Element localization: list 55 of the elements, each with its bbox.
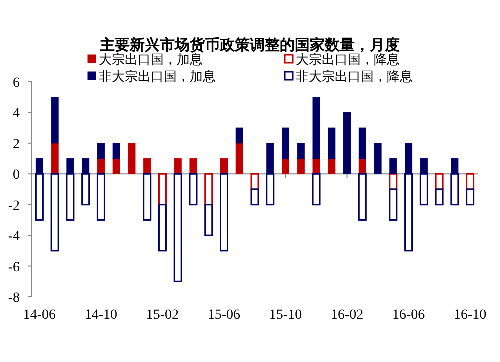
bar	[174, 173, 182, 282]
x-tick-label: 16-02	[330, 308, 364, 323]
bar	[297, 143, 305, 160]
bar	[358, 128, 366, 160]
y-tick-label: 2	[13, 137, 20, 152]
x-tick-label: 15-06	[208, 308, 241, 323]
bar	[328, 158, 336, 174]
bar	[236, 143, 244, 174]
y-tick-label: -4	[8, 230, 20, 245]
chart-title: 主要新兴市场货币政策调整的国家数量，月度	[99, 36, 400, 54]
bar	[112, 158, 120, 174]
bar	[189, 173, 198, 206]
bar	[174, 158, 182, 174]
bar	[50, 173, 60, 252]
bar	[51, 143, 59, 174]
bar	[220, 173, 228, 252]
bar	[51, 97, 59, 144]
bar	[236, 128, 244, 144]
bar	[297, 158, 305, 174]
x-tick-label: 14-10	[84, 308, 118, 323]
x-tick-label: 14-06	[23, 308, 56, 323]
y-tick-label: -2	[8, 198, 20, 214]
y-tick-label: -6	[8, 260, 20, 276]
bar	[220, 158, 228, 174]
x-tick-label: 15-10	[269, 308, 302, 323]
bar	[96, 173, 106, 221]
bar	[112, 143, 120, 160]
bar	[358, 173, 367, 221]
legend-label: 大宗出口国，降息	[296, 52, 400, 67]
bar	[312, 158, 320, 174]
bar	[344, 112, 352, 174]
legend-label: 大宗出口国，加息	[99, 52, 203, 67]
bar	[97, 158, 105, 174]
bar	[390, 158, 398, 174]
bar	[128, 143, 136, 174]
y-tick-label: 4	[13, 106, 20, 122]
x-tick-label: 15-02	[146, 308, 180, 323]
y-tick-label: -8	[8, 291, 20, 306]
bar	[358, 158, 366, 174]
bar	[144, 158, 152, 174]
bar	[328, 128, 336, 160]
bar	[282, 158, 290, 174]
legend-label: 非大宗出口国，降息	[296, 69, 413, 84]
legend-label: 非大宗出口国，加息	[99, 69, 216, 84]
bar	[312, 97, 320, 160]
x-tick-label: 16-10	[454, 308, 487, 323]
y-tick-label: 0	[13, 168, 20, 184]
bar	[190, 158, 198, 174]
x-tick-label: 16-06	[392, 308, 426, 323]
bar	[374, 143, 382, 174]
bar	[282, 128, 290, 160]
bar	[97, 143, 105, 160]
bar	[143, 173, 152, 221]
y-tick-label: 6	[13, 76, 20, 91]
bar	[312, 173, 321, 206]
